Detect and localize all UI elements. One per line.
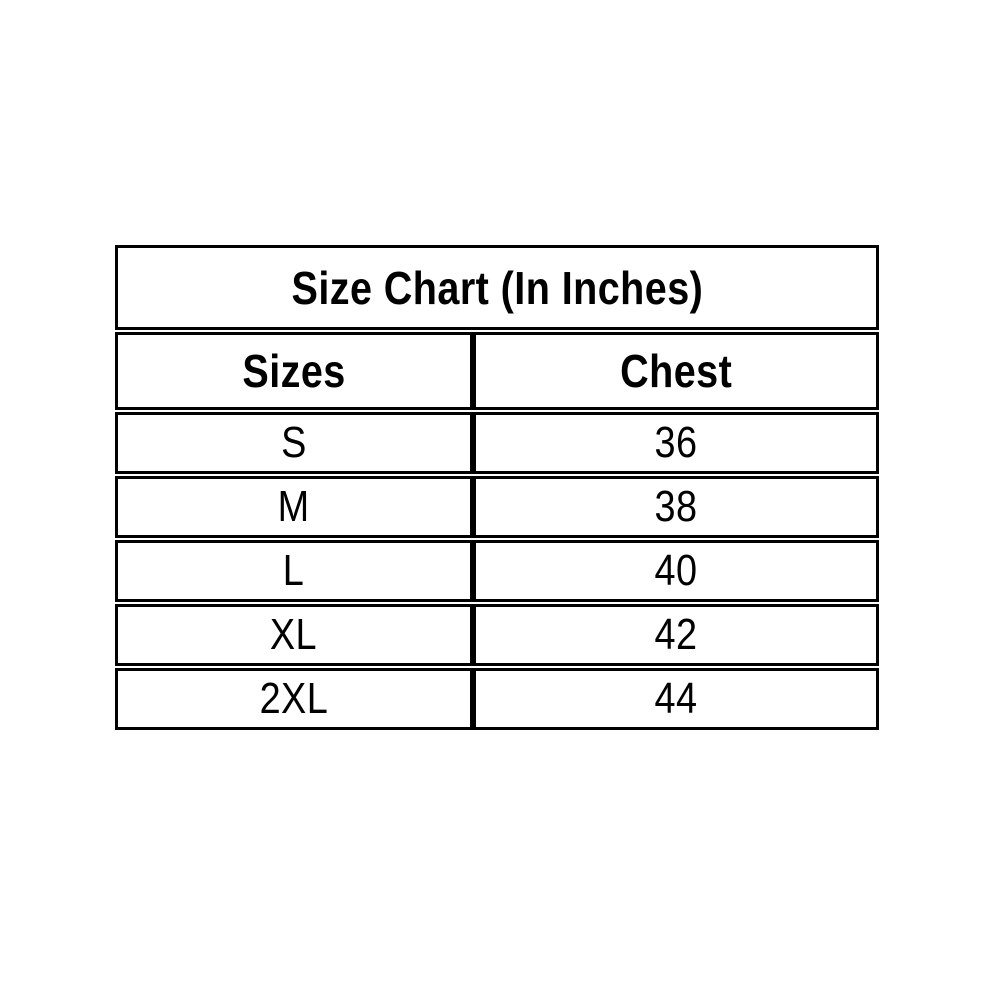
chest-cell: 42 <box>472 604 879 666</box>
column-header-sizes-text: Sizes <box>242 345 346 397</box>
size-chart-title-row: Size Chart (In Inches) <box>115 245 879 330</box>
chest-cell: 38 <box>472 476 879 538</box>
column-header-chest-text: Chest <box>619 345 732 397</box>
table-row: S 36 <box>115 412 879 474</box>
size-value: 2XL <box>259 674 329 723</box>
chest-value: 44 <box>654 674 698 723</box>
chest-value: 40 <box>654 546 698 595</box>
size-value: S <box>280 418 307 467</box>
size-cell: XL <box>115 604 473 666</box>
chest-cell: 44 <box>472 668 879 730</box>
size-chart-title-text: Size Chart (In Inches) <box>291 261 703 314</box>
size-cell: M <box>115 476 473 538</box>
chest-value: 38 <box>654 482 698 531</box>
table-row: L 40 <box>115 540 879 602</box>
chest-value: 36 <box>654 418 698 467</box>
chest-value: 42 <box>654 610 698 659</box>
size-value: L <box>283 546 305 595</box>
table-row: M 38 <box>115 476 879 538</box>
column-header-row: Sizes Chest <box>115 332 879 410</box>
size-value: M <box>277 482 310 531</box>
column-header-sizes: Sizes <box>115 332 473 410</box>
size-chart-title: Size Chart (In Inches) <box>115 245 879 330</box>
size-chart: Size Chart (In Inches) Sizes Chest S 36 <box>115 243 879 732</box>
size-value: XL <box>270 610 318 659</box>
size-cell: S <box>115 412 473 474</box>
size-chart-table: Size Chart (In Inches) Sizes Chest S 36 <box>115 243 879 732</box>
chest-cell: 36 <box>472 412 879 474</box>
column-header-chest: Chest <box>472 332 879 410</box>
table-row: 2XL 44 <box>115 668 879 730</box>
size-cell: 2XL <box>115 668 473 730</box>
chest-cell: 40 <box>472 540 879 602</box>
size-cell: L <box>115 540 473 602</box>
table-row: XL 42 <box>115 604 879 666</box>
